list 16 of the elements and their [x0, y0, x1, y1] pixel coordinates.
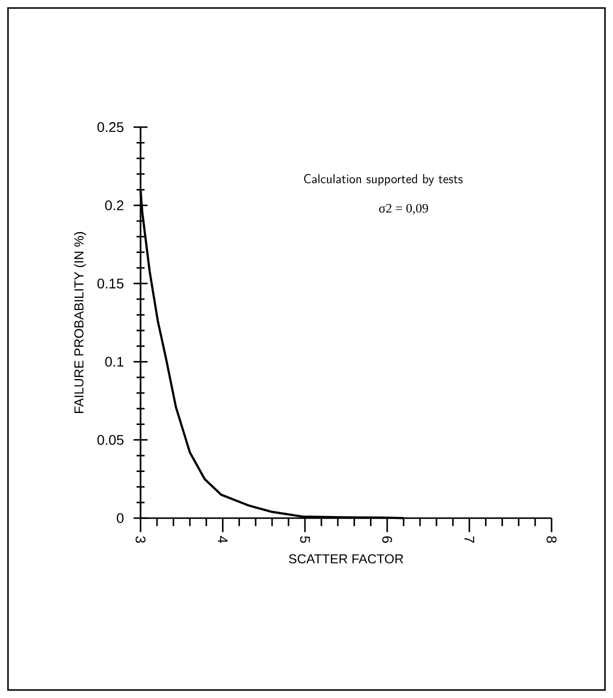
y-tick-label: 0 [116, 513, 124, 524]
x-tick-label: 6 [382, 536, 392, 543]
x-tick-label: 4 [218, 536, 228, 543]
y-tick-label: 0.05 [97, 434, 124, 445]
x-tick-label: 8 [546, 536, 557, 543]
annotation: σ2 = 0,09 [379, 204, 428, 215]
x-tick-label: 5 [300, 536, 310, 543]
y-axis-title: FAILURE PROBABILITY (IN %) [74, 232, 86, 413]
y-tick-label: 0.1 [105, 356, 124, 367]
y-tick-label: 0.25 [97, 122, 124, 132]
annotation: Calculation supported by tests [304, 174, 463, 186]
y-tick-label: 0.15 [97, 278, 124, 288]
y-tick-label: 0.2 [105, 200, 124, 210]
x-tick-label: 3 [136, 536, 146, 543]
x-axis-title: SCATTER FACTOR [288, 554, 404, 564]
x-tick-label: 7 [464, 536, 474, 543]
